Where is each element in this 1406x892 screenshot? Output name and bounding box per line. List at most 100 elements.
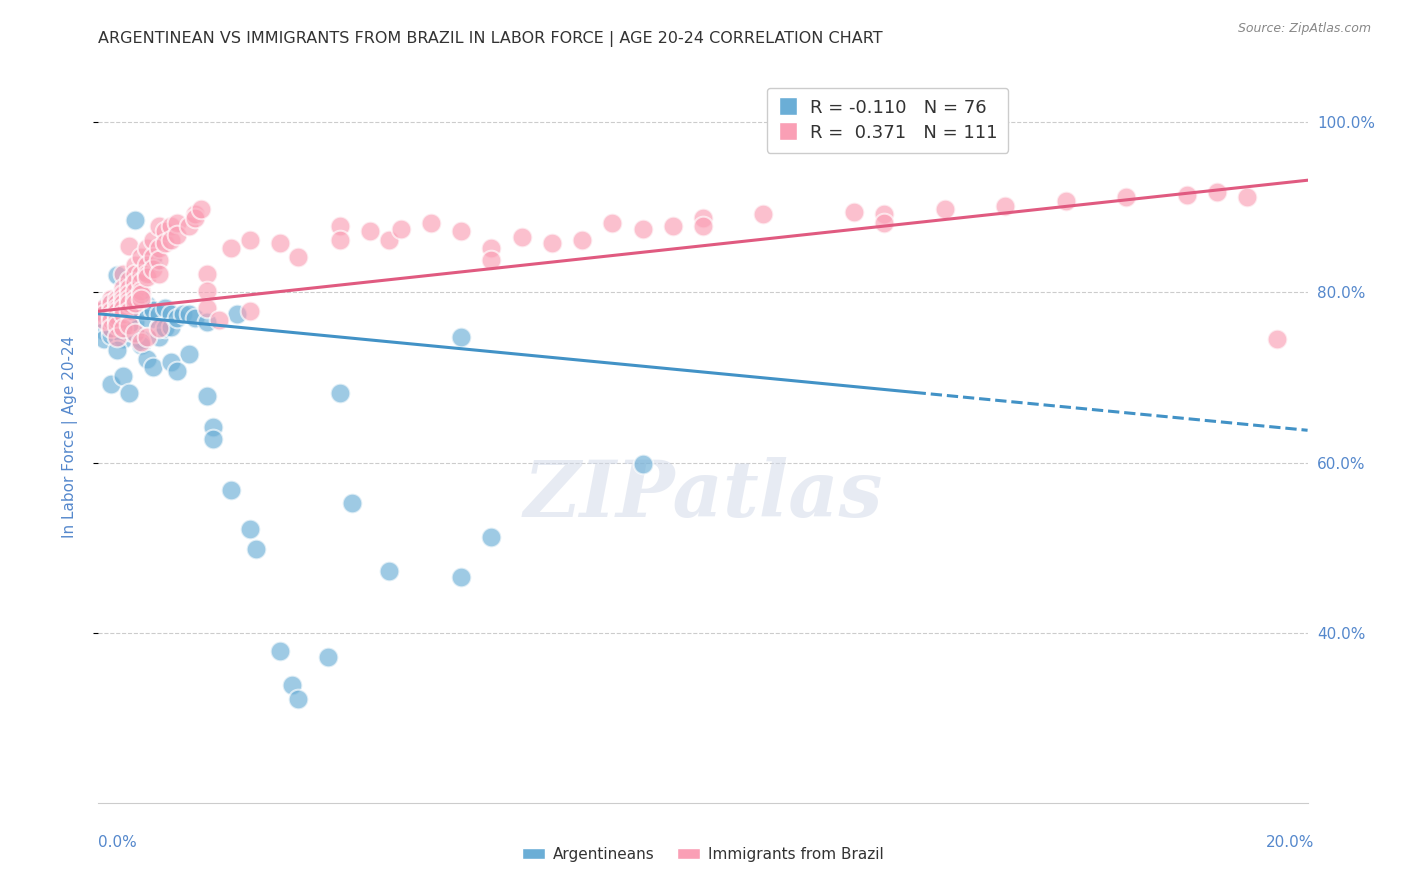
Point <box>631 458 654 472</box>
Point <box>129 338 152 352</box>
Point <box>602 216 624 230</box>
Point <box>160 319 183 334</box>
Point <box>1054 194 1077 208</box>
Point <box>481 241 503 255</box>
Point <box>111 281 134 295</box>
Point <box>752 207 775 221</box>
Point <box>1236 190 1258 204</box>
Point <box>873 216 896 230</box>
Point <box>245 542 267 557</box>
Point <box>184 211 207 225</box>
Point <box>1115 190 1137 204</box>
Point <box>118 304 141 318</box>
Point <box>111 301 134 315</box>
Point <box>153 236 176 251</box>
Point <box>93 315 115 329</box>
Point <box>118 293 141 308</box>
Point <box>195 315 218 329</box>
Point <box>118 238 141 252</box>
Point <box>202 432 225 446</box>
Point <box>239 233 262 247</box>
Point <box>124 284 146 298</box>
Point <box>100 311 122 326</box>
Y-axis label: In Labor Force | Age 20-24: In Labor Force | Age 20-24 <box>62 336 77 538</box>
Point <box>129 275 152 289</box>
Point <box>105 343 128 358</box>
Point <box>166 216 188 230</box>
Point <box>129 287 152 301</box>
Point <box>100 302 122 317</box>
Point <box>269 236 291 251</box>
Point <box>135 241 157 255</box>
Point <box>1206 185 1229 199</box>
Point <box>692 219 714 234</box>
Point <box>179 219 201 234</box>
Point <box>129 293 152 307</box>
Point <box>105 311 128 326</box>
Point <box>179 347 201 361</box>
Point <box>450 329 472 343</box>
Point <box>184 311 207 326</box>
Text: ZIPatlas: ZIPatlas <box>523 458 883 533</box>
Point <box>329 385 352 400</box>
Point <box>124 315 146 329</box>
Point <box>1175 187 1198 202</box>
Point <box>148 267 170 281</box>
Point <box>360 224 382 238</box>
Point <box>118 311 141 326</box>
Point <box>934 202 956 216</box>
Point <box>873 207 896 221</box>
Point <box>118 324 141 338</box>
Point <box>93 301 115 315</box>
Point <box>129 334 152 349</box>
Point <box>377 565 399 579</box>
Point <box>93 324 115 338</box>
Point <box>118 287 141 301</box>
Point <box>100 377 122 392</box>
Point <box>135 258 157 272</box>
Point <box>100 307 122 321</box>
Point <box>105 295 128 310</box>
Point <box>111 321 134 335</box>
Point <box>287 692 309 706</box>
Point <box>221 241 243 255</box>
Point <box>142 256 165 270</box>
Point <box>166 364 188 378</box>
Point <box>510 230 533 244</box>
Point <box>100 328 122 343</box>
Point <box>105 312 128 326</box>
Point <box>93 332 115 346</box>
Point <box>153 301 176 315</box>
Point <box>202 420 225 434</box>
Point <box>166 311 188 326</box>
Point <box>111 287 134 301</box>
Point <box>160 307 183 321</box>
Point <box>100 315 122 329</box>
Point <box>135 329 157 343</box>
Point <box>90 304 112 318</box>
Point <box>148 241 170 255</box>
Point <box>184 207 207 221</box>
Point <box>118 273 141 287</box>
Point <box>129 250 152 264</box>
Point <box>221 483 243 497</box>
Point <box>420 216 443 230</box>
Point <box>239 304 262 318</box>
Point <box>105 307 128 321</box>
Point <box>160 233 183 247</box>
Point <box>118 318 141 332</box>
Point <box>239 522 262 536</box>
Point <box>111 267 134 281</box>
Point <box>105 293 128 307</box>
Point <box>450 570 472 584</box>
Point <box>195 301 218 315</box>
Point <box>105 304 128 318</box>
Point <box>135 351 157 366</box>
Point <box>844 204 866 219</box>
Point <box>118 281 141 295</box>
Point <box>129 285 152 300</box>
Point <box>160 355 183 369</box>
Point <box>195 389 218 403</box>
Point <box>100 310 122 324</box>
Point <box>540 236 562 251</box>
